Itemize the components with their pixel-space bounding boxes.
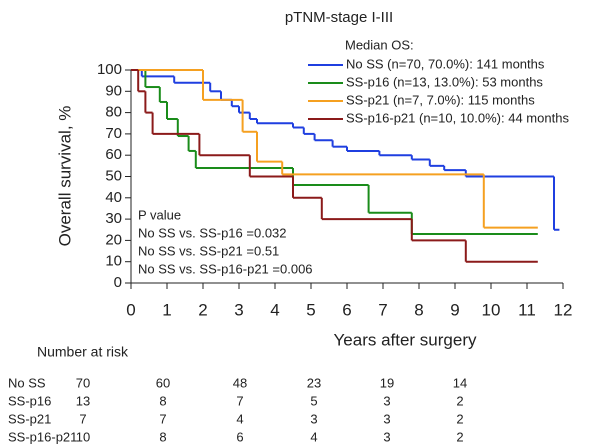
y-tick-label: 90 (105, 82, 122, 99)
chart-title: pTNM-stage I-III (285, 9, 393, 26)
risk-count: 7 (159, 411, 166, 426)
risk-count: 6 (236, 429, 243, 444)
risk-count: 7 (236, 393, 243, 408)
x-tick-label: 8 (414, 300, 423, 319)
legend-label: No SS (n=70, 70.0%): 141 months (346, 56, 545, 71)
risk-count: 4 (310, 429, 317, 444)
y-tick-label: 30 (105, 210, 122, 227)
risk-count: 70 (76, 375, 90, 390)
risk-row-label: SS-p16 (8, 393, 51, 408)
x-tick-label: 10 (482, 300, 501, 319)
y-tick-label: 50 (105, 167, 122, 184)
risk-count: 4 (236, 411, 243, 426)
x-tick-label: 4 (270, 300, 279, 319)
risk-count: 7 (79, 411, 86, 426)
annotation: P value (138, 207, 181, 222)
x-tick-label: 1 (162, 300, 171, 319)
x-tick-label: 0 (126, 300, 135, 319)
y-tick-label: 70 (105, 125, 122, 142)
x-tick-label: 2 (198, 300, 207, 319)
risk-row-label: SS-p16-p21 (8, 429, 77, 444)
risk-count: 48 (233, 375, 247, 390)
x-tick-label: 5 (306, 300, 315, 319)
risk-count: 2 (456, 411, 463, 426)
risk-count: 3 (383, 429, 390, 444)
risk-count: 3 (383, 411, 390, 426)
y-tick-label: 100 (97, 61, 122, 78)
risk-count: 60 (156, 375, 170, 390)
x-tick-label: 9 (450, 300, 459, 319)
x-tick-label: 3 (234, 300, 243, 319)
y-tick-label: 60 (105, 146, 122, 163)
risk-count: 13 (76, 393, 90, 408)
y-tick-label: 40 (105, 189, 122, 206)
y-tick-label: 10 (105, 253, 122, 270)
legend-label: SS-p16 (n=13, 13.0%): 53 months (346, 74, 543, 89)
legend-title: Median OS: (345, 37, 414, 52)
risk-count: 2 (456, 393, 463, 408)
risk-count: 2 (456, 429, 463, 444)
risk-count: 23 (307, 375, 321, 390)
annotation: No SS vs. SS-p16 =0.032 (138, 225, 287, 240)
risk-count: 14 (453, 375, 467, 390)
risk-row-label: SS-p21 (8, 411, 51, 426)
risk-count: 8 (159, 393, 166, 408)
risk-row-label: No SS (8, 375, 46, 390)
annotation: No SS vs. SS-p21 =0.51 (138, 243, 279, 258)
risk-count: 3 (383, 393, 390, 408)
risk-count: 19 (380, 375, 394, 390)
x-tick-label: 7 (378, 300, 387, 319)
y-tick-label: 80 (105, 104, 122, 121)
y-tick-label: 20 (105, 231, 122, 248)
y-tick-label: 0 (114, 274, 122, 291)
risk-table-title: Number at risk (37, 344, 129, 360)
legend-label: SS-p16-p21 (n=10, 10.0%): 44 months (346, 110, 569, 125)
x-tick-label: 11 (518, 300, 536, 319)
x-axis-title: Years after surgery (334, 330, 477, 349)
risk-count: 10 (76, 429, 90, 444)
risk-count: 3 (310, 411, 317, 426)
x-tick-label: 6 (342, 300, 351, 319)
y-axis-title: Overall survival, % (55, 106, 74, 247)
annotation: No SS vs. SS-p16-p21 =0.006 (138, 261, 313, 276)
risk-count: 5 (310, 393, 317, 408)
risk-count: 8 (159, 429, 166, 444)
x-tick-label: 12 (554, 300, 573, 319)
legend-label: SS-p21 (n=7, 7.0%): 115 months (346, 92, 535, 107)
